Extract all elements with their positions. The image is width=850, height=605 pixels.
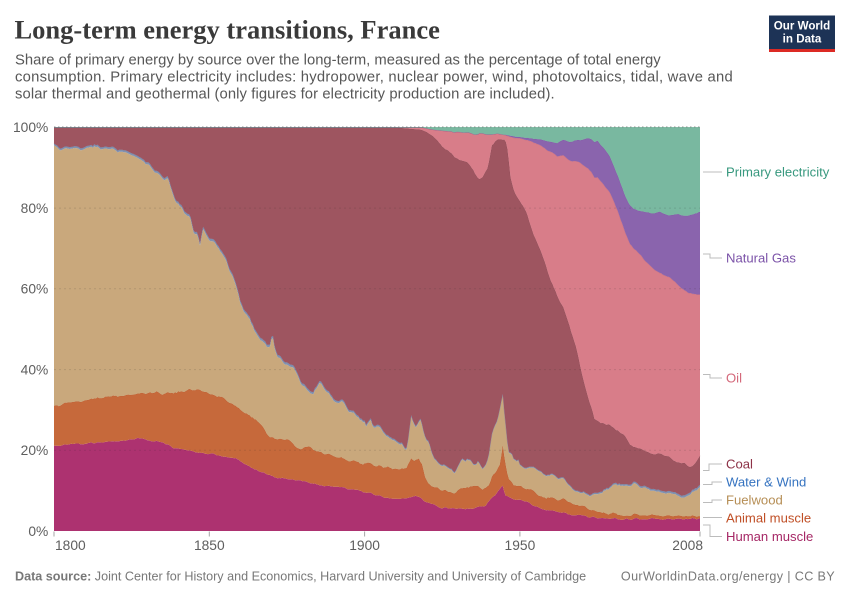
svg-text:20%: 20%	[21, 443, 49, 458]
svg-text:Data source: Joint Center for: Data source: Joint Center for History an…	[15, 570, 586, 584]
svg-text:1800: 1800	[55, 538, 86, 553]
svg-text:2008: 2008	[672, 538, 703, 553]
svg-text:80%: 80%	[21, 201, 49, 216]
svg-text:40%: 40%	[21, 362, 49, 377]
svg-text:Human muscle: Human muscle	[726, 529, 813, 544]
svg-text:Fuelwood: Fuelwood	[726, 493, 783, 508]
svg-text:60%: 60%	[21, 282, 49, 297]
svg-text:Water & Wind: Water & Wind	[726, 475, 806, 490]
svg-text:1900: 1900	[349, 538, 380, 553]
svg-text:Animal muscle: Animal muscle	[726, 511, 811, 526]
svg-text:Oil: Oil	[726, 371, 742, 386]
svg-text:in Data: in Data	[783, 33, 822, 46]
svg-text:Natural Gas: Natural Gas	[726, 251, 796, 266]
svg-text:0%: 0%	[28, 524, 48, 539]
svg-text:Our World: Our World	[774, 20, 830, 33]
svg-text:1850: 1850	[194, 538, 225, 553]
svg-text:100%: 100%	[13, 120, 48, 135]
svg-text:Share of primary energy by sou: Share of primary energy by source over t…	[15, 53, 661, 69]
svg-text:Long-term energy transitions,: Long-term energy transitions, France	[15, 15, 441, 45]
svg-text:solar thermal and geothermal (: solar thermal and geothermal (only figur…	[15, 87, 555, 103]
svg-text:1950: 1950	[505, 538, 536, 553]
svg-text:Primary electricity: Primary electricity	[726, 165, 830, 180]
svg-text:Coal: Coal	[726, 457, 753, 472]
svg-text:consumption. Primary electrici: consumption. Primary electricity include…	[15, 70, 733, 86]
svg-text:OurWorldinData.org/energy | CC: OurWorldinData.org/energy | CC BY	[621, 570, 835, 584]
